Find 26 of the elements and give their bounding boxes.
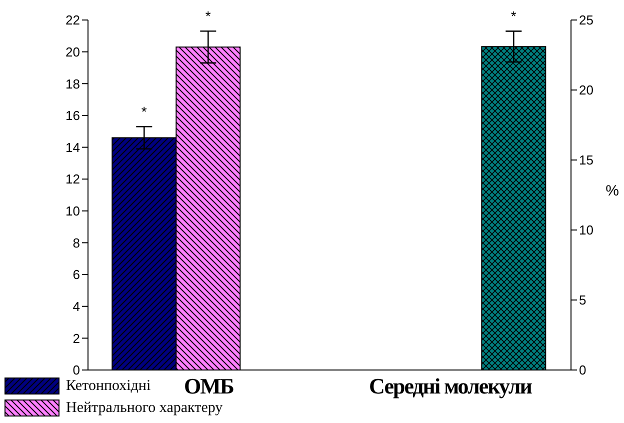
y-tick-label: 0 — [72, 362, 80, 378]
y-tick-label: 2 — [72, 330, 80, 346]
legend-label: Кетонпохідні — [66, 378, 151, 394]
legend-label: Нейтрального характеру — [66, 400, 223, 416]
y2-tick-label: 20 — [579, 82, 594, 98]
x-tick-label: ОМБ — [184, 374, 234, 399]
y-tick-label: 12 — [66, 172, 80, 187]
y-tick-label: 18 — [66, 76, 80, 92]
y-tick-label: 16 — [66, 108, 80, 124]
y-tick-label: 20 — [66, 44, 80, 60]
y-tick-label: 4 — [72, 298, 80, 314]
y2-tick-label: 5 — [579, 292, 586, 308]
y2-tick-label: 10 — [579, 222, 594, 238]
y-tick-label: 22 — [66, 12, 80, 28]
y-tick-label: 6 — [72, 267, 80, 282]
y2-tick-label: 0 — [579, 362, 586, 378]
x-tick-label: Середні молекули — [369, 374, 533, 399]
y2-axis-title: % — [606, 182, 619, 200]
y-tick-label: 10 — [66, 204, 80, 219]
data-label: * — [141, 104, 148, 120]
y-tick-label: 8 — [72, 235, 80, 250]
data-label: * — [510, 8, 517, 24]
y2-tick-label: 15 — [579, 152, 594, 168]
y2-tick-label: 25 — [579, 12, 594, 28]
data-label: * — [205, 8, 212, 24]
y-tick-label: 14 — [66, 140, 80, 155]
